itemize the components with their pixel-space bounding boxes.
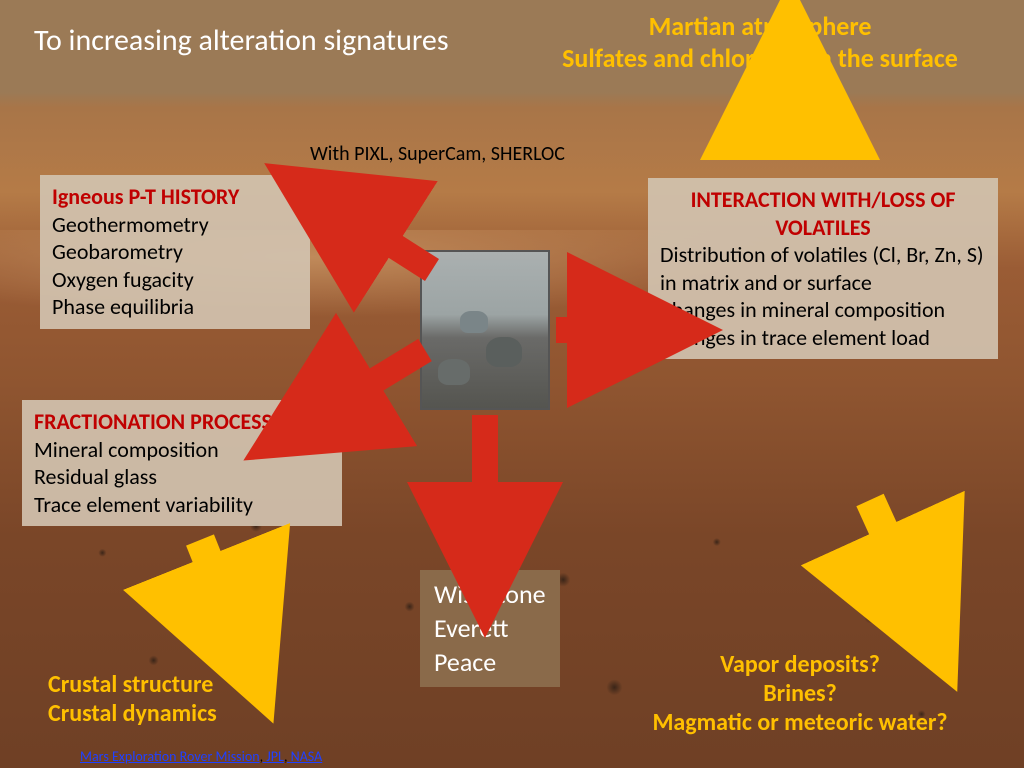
image-credit: Mars Exploration Rover Mission, JPL, NAS… [80,748,322,765]
credit-link[interactable]: JPL [266,748,284,765]
box-fractionation-line: Mineral composition [34,436,330,464]
box-igneous-heading: Igneous P-T HISTORY [52,183,298,211]
title-right-line2: Sulfates and chlorides on the surface [500,42,1020,74]
box-igneous-line: Geobarometry [52,238,298,266]
crustal-line: Crustal structure [48,670,217,699]
box-interaction-heading: INTERACTION WITH/LOSS OF VOLATILES [660,186,986,241]
credit-link[interactable]: Mars Exploration Rover Mission [80,748,260,765]
box-igneous-line: Phase equilibria [52,293,298,321]
box-fractionation-heading: FRACTIONATION PROCESSES [34,408,330,436]
crustal-text: Crustal structure Crustal dynamics [48,670,217,728]
water-questions: Vapor deposits? Brines? Magmatic or mete… [590,650,1010,737]
water-q-line: Brines? [590,679,1010,708]
slide-title-left: To increasing alteration signatures [34,22,449,59]
box-interaction-body: Distribution of volatiles (Cl, Br, Zn, S… [660,241,986,351]
water-q-line: Magmatic or meteoric water? [590,708,1010,737]
instruments-subtitle: With PIXL, SuperCam, SHERLOC [310,142,565,166]
crustal-line: Crustal dynamics [48,699,217,728]
box-fractionation-line: Residual glass [34,463,330,491]
box-fractionation-line: Trace element variability [34,491,330,519]
box-igneous: Igneous P-T HISTORY Geothermometry Geoba… [40,175,310,329]
rock-name: Wishstone [434,578,546,612]
slide-title-right: Martian atmosphere Sulfates and chloride… [500,10,1020,74]
title-right-line1: Martian atmosphere [500,10,1020,42]
credit-link[interactable]: NASA [291,748,323,765]
box-igneous-line: Oxygen fugacity [52,266,298,294]
rock-sample-photo [420,250,550,410]
box-interaction: INTERACTION WITH/LOSS OF VOLATILES Distr… [648,178,998,359]
rock-name: Everett [434,612,546,646]
box-fractionation: FRACTIONATION PROCESSES Mineral composit… [22,400,342,526]
rock-name: Peace [434,646,546,680]
box-igneous-line: Geothermometry [52,211,298,239]
rock-names-box: Wishstone Everett Peace [420,570,560,687]
water-q-line: Vapor deposits? [590,650,1010,679]
